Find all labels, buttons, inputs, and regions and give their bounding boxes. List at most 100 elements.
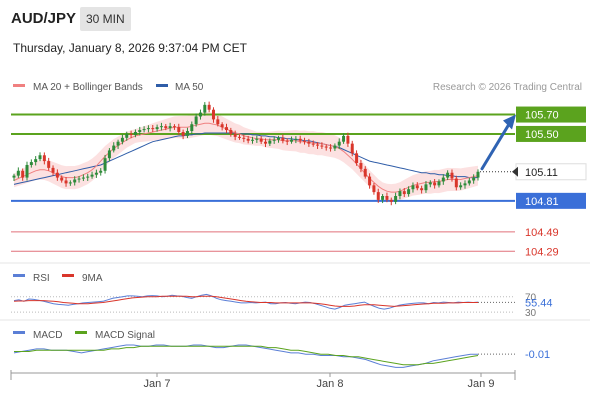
level-label-105.70: 105.70 xyxy=(525,110,559,122)
candle-body xyxy=(476,171,480,178)
candle-body xyxy=(311,143,315,145)
symbol-title: AUD/JPY xyxy=(11,10,77,27)
candle-body xyxy=(190,124,194,132)
candle-body xyxy=(372,185,376,193)
candle-body xyxy=(268,140,272,144)
candle-body xyxy=(333,145,337,149)
candle-body xyxy=(259,138,263,142)
candle-body xyxy=(194,116,198,125)
rsi-tick-30: 30 xyxy=(525,308,537,319)
level-tag-104.81 xyxy=(516,192,586,209)
candle-body xyxy=(264,141,268,144)
current-price-pointer xyxy=(512,166,518,177)
projection-arrowhead xyxy=(503,114,516,130)
interval-badge[interactable]: 30 MIN xyxy=(80,7,131,31)
candle-body xyxy=(47,161,51,168)
candle-body xyxy=(376,192,380,200)
candle-body xyxy=(155,127,159,130)
macd-current-label: -0.01 xyxy=(525,349,550,361)
rsi-series-9ma xyxy=(13,295,478,307)
candle-body xyxy=(368,176,372,186)
candle-body xyxy=(120,137,124,142)
x-tick-label: Jan 8 xyxy=(317,378,344,390)
legend-label-macd-signal: MACD Signal xyxy=(95,330,155,341)
candle-body xyxy=(42,155,46,162)
candle-body xyxy=(229,130,233,134)
candle-body xyxy=(16,170,20,176)
candle-body xyxy=(298,138,302,141)
candle-body xyxy=(411,185,415,190)
candle-body xyxy=(346,135,350,144)
legend-swatch-ma50 xyxy=(156,84,168,87)
level-label-104.81: 104.81 xyxy=(525,196,559,208)
candle-body xyxy=(272,139,276,141)
candle-body xyxy=(359,163,363,169)
candle-body xyxy=(428,182,432,185)
candle-body xyxy=(21,170,25,178)
candle-body xyxy=(407,189,411,195)
candle-body xyxy=(207,104,211,110)
candle-body xyxy=(459,185,463,188)
projection-arrow-shaft xyxy=(480,121,512,171)
level-label-105.50: 105.50 xyxy=(525,129,559,141)
candle-body xyxy=(424,184,428,191)
legend-label-rsi: RSI xyxy=(33,273,50,284)
legend-swatch-rsi xyxy=(13,274,25,277)
candle-body xyxy=(394,196,398,202)
candle-body xyxy=(220,124,224,128)
candle-body xyxy=(51,167,55,173)
candle-body xyxy=(177,127,181,132)
candle-body xyxy=(342,135,346,142)
candle-body xyxy=(90,174,94,177)
candle-body xyxy=(198,112,202,117)
current-price-label: 105.11 xyxy=(525,167,558,179)
candle-body xyxy=(29,162,33,165)
candle-body xyxy=(216,119,220,125)
rsi-series-rsi xyxy=(13,293,479,310)
legend-label-macd: MACD xyxy=(33,330,62,341)
candle-body xyxy=(68,182,72,184)
legend-label-rsi-ma: 9MA xyxy=(82,273,103,284)
candle-body xyxy=(172,126,176,128)
candle-body xyxy=(25,164,29,178)
level-label-104.29: 104.29 xyxy=(525,246,559,258)
candle-body xyxy=(242,137,246,139)
level-tag-105.50 xyxy=(516,125,586,142)
candle-body xyxy=(12,175,16,178)
candle-body xyxy=(316,144,320,146)
candle-body xyxy=(107,150,111,159)
candle-body xyxy=(99,170,103,173)
credit-text: Research © 2026 Trading Central xyxy=(433,82,582,93)
candle-body xyxy=(285,140,289,142)
candle-body xyxy=(203,104,207,113)
candle-body xyxy=(129,133,133,135)
candle-body xyxy=(385,196,389,200)
candle-body xyxy=(389,199,393,202)
legend-swatch-macd-signal xyxy=(75,331,87,334)
legend-swatch-rsi-ma xyxy=(62,274,74,277)
candle-body xyxy=(168,126,172,129)
candle-body xyxy=(294,138,298,140)
candle-body xyxy=(233,133,237,137)
candle-body xyxy=(94,172,98,175)
candle-body xyxy=(441,177,445,182)
candle-body xyxy=(55,172,59,178)
candle-body xyxy=(77,178,81,180)
candle-body xyxy=(185,131,189,136)
candle-body xyxy=(142,129,146,131)
candle-body xyxy=(125,133,129,138)
candle-body xyxy=(151,128,155,130)
level-label-104.49: 104.49 xyxy=(525,227,559,239)
candle-body xyxy=(467,180,471,184)
candle-body xyxy=(224,127,228,131)
candle-body xyxy=(329,147,333,149)
candle-body xyxy=(337,141,341,146)
candle-body xyxy=(307,141,311,144)
candle-body xyxy=(103,158,107,171)
candle-body xyxy=(251,139,255,141)
candles-group xyxy=(12,101,480,206)
candle-body xyxy=(138,130,142,132)
candle-body xyxy=(146,128,150,130)
candle-body xyxy=(211,109,215,120)
candle-body xyxy=(133,132,137,135)
